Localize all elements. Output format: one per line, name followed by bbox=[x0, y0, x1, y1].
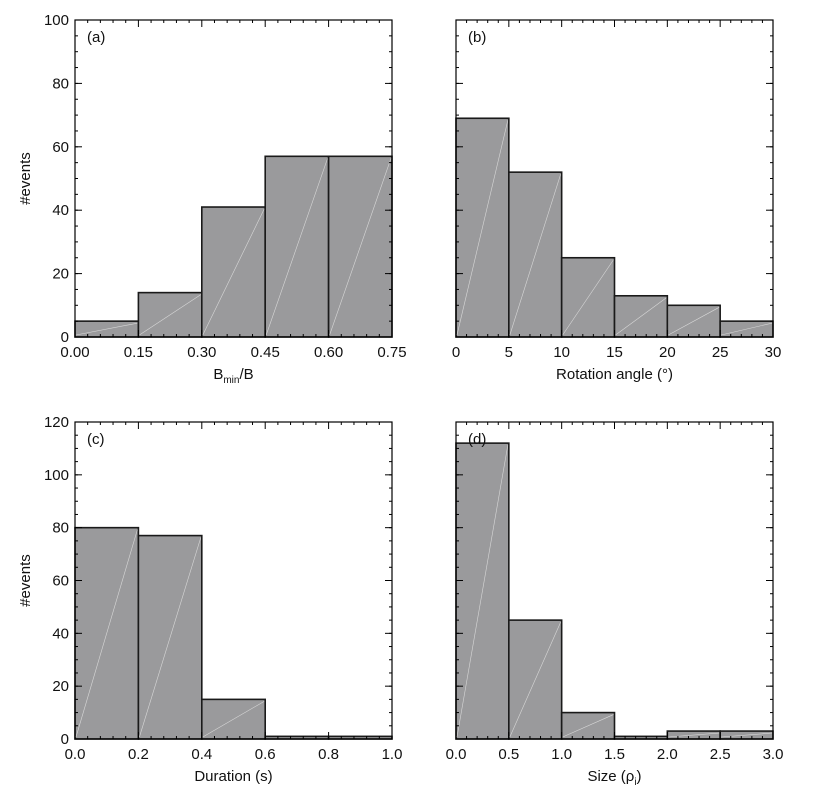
bar-shading-line bbox=[721, 732, 773, 738]
bar-shading-line bbox=[139, 537, 202, 738]
y-tick-label: 80 bbox=[52, 520, 69, 537]
x-axis-label: Duration (s) bbox=[194, 768, 272, 785]
bar-shading-line bbox=[202, 701, 265, 738]
x-axis-label: Rotation angle (°) bbox=[556, 366, 673, 383]
bar-shading-line bbox=[668, 732, 720, 738]
bar-shading-line bbox=[509, 622, 561, 738]
x-tick-label: 0 bbox=[452, 344, 460, 361]
panel-d: 0.0 0.5 1.0 1.5 2.0 2.5 3.0 (d) Size (ρi) bbox=[446, 421, 784, 788]
panel-label: (b) bbox=[468, 29, 486, 46]
panel-a: 0.00 0.15 0.30 0.45 0.60 0.75 0 20 40 60 80 100 (a) B… bbox=[17, 12, 407, 386]
x-tick-label: 0.75 bbox=[377, 344, 406, 361]
x-tick-label: 0.0 bbox=[446, 746, 467, 763]
bar-shading-line bbox=[721, 322, 773, 336]
x-tick-label: 0.4 bbox=[191, 746, 212, 763]
panel-b: 0 5 10 15 20 25 30 (b) Rotation angle (°) bbox=[452, 19, 782, 383]
x-axis-label: Bmin/B bbox=[213, 366, 253, 386]
bar-shading-line bbox=[75, 322, 138, 336]
bar-shading-line bbox=[456, 445, 509, 738]
x-tick-label: 0.15 bbox=[124, 344, 153, 361]
x-tick-label: 25 bbox=[712, 344, 729, 361]
x-tick-label: 0.8 bbox=[318, 746, 339, 763]
x-axis-label: Size (ρi) bbox=[587, 768, 641, 788]
y-tick-label: 100 bbox=[44, 467, 69, 484]
x-tick-label: 0.6 bbox=[255, 746, 276, 763]
y-tick-label: 20 bbox=[52, 678, 69, 695]
x-tick-label: 0.60 bbox=[314, 344, 343, 361]
bar-shading-line bbox=[562, 714, 614, 738]
x-tick-label: 1.5 bbox=[604, 746, 625, 763]
x-tick-label: 0.00 bbox=[60, 344, 89, 361]
bar-shading-line bbox=[75, 529, 138, 738]
x-tick-label: 0.2 bbox=[128, 746, 149, 763]
panel-label: (c) bbox=[87, 431, 105, 448]
bar-shading-line bbox=[265, 158, 328, 336]
y-tick-label: 40 bbox=[52, 202, 69, 219]
x-tick-label: 2.5 bbox=[710, 746, 731, 763]
bar-shading-line bbox=[456, 120, 509, 336]
panel-c: 0.0 0.2 0.4 0.6 0.8 1.0 0 20 40 60 80 100 120 (c) Dura… bbox=[17, 414, 402, 785]
bar-shading-line bbox=[329, 158, 392, 336]
x-tick-label: 10 bbox=[553, 344, 570, 361]
panel-label: (d) bbox=[468, 431, 486, 448]
x-tick-label: 0.0 bbox=[65, 746, 86, 763]
x-tick-label: 0.30 bbox=[187, 344, 216, 361]
x-tick-label: 5 bbox=[505, 344, 513, 361]
x-tick-label: 15 bbox=[606, 344, 623, 361]
y-tick-label: 100 bbox=[44, 12, 69, 29]
bar-shading-line bbox=[615, 297, 667, 336]
x-tick-label: 2.0 bbox=[657, 746, 678, 763]
y-axis-label: #events bbox=[17, 152, 34, 205]
y-tick-label: 60 bbox=[52, 573, 69, 590]
x-tick-label: 30 bbox=[765, 344, 782, 361]
x-tick-label: 0.45 bbox=[251, 344, 280, 361]
y-tick-label: 80 bbox=[52, 75, 69, 92]
bar-shading-line bbox=[509, 174, 561, 336]
x-tick-label: 20 bbox=[659, 344, 676, 361]
x-tick-label: 0.5 bbox=[498, 746, 519, 763]
x-tick-label: 1.0 bbox=[382, 746, 403, 763]
bar-shading-line bbox=[202, 208, 265, 336]
y-tick-label: 20 bbox=[52, 266, 69, 283]
x-tick-label: 1.0 bbox=[551, 746, 572, 763]
panel-label: (a) bbox=[87, 29, 105, 46]
y-axis-label: #events bbox=[17, 554, 34, 607]
y-tick-label: 0 bbox=[61, 329, 69, 346]
y-tick-label: 60 bbox=[52, 139, 69, 156]
bar-shading-line bbox=[668, 307, 720, 336]
y-tick-label: 40 bbox=[52, 625, 69, 642]
bar-shading-line bbox=[562, 259, 614, 336]
y-tick-label: 0 bbox=[61, 731, 69, 748]
bar-shading-line bbox=[139, 294, 201, 336]
y-tick-label: 120 bbox=[44, 414, 69, 431]
x-tick-label: 3.0 bbox=[763, 746, 784, 763]
